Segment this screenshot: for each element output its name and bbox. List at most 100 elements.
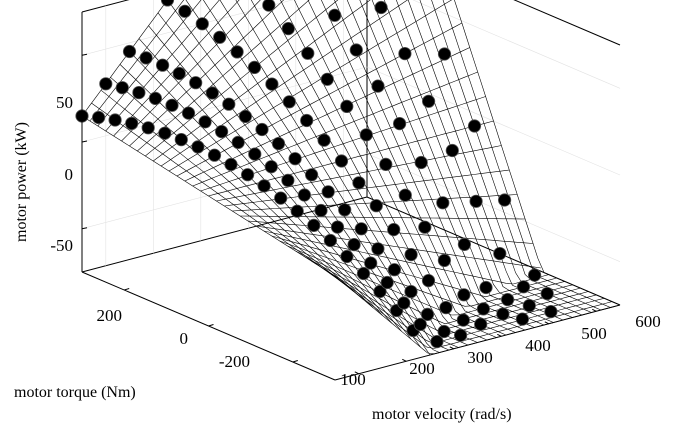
data-point <box>437 47 452 61</box>
data-point <box>165 98 179 112</box>
data-point <box>387 263 401 277</box>
data-point <box>264 160 278 174</box>
data-point <box>420 307 435 321</box>
x-tick <box>592 308 597 312</box>
data-point <box>356 266 371 281</box>
data-point <box>371 79 385 93</box>
data-point <box>108 113 122 127</box>
data-point <box>178 4 192 18</box>
data-point <box>439 300 453 315</box>
data-point <box>340 249 354 264</box>
mesh-line-torque <box>168 0 453 172</box>
data-point <box>224 157 238 172</box>
mesh-line-torque <box>255 225 541 269</box>
data-point <box>515 312 530 326</box>
y-tick-label: -200 <box>219 352 250 371</box>
data-point <box>437 324 451 339</box>
data-point <box>540 286 554 301</box>
data-point <box>457 237 471 251</box>
data-point <box>317 133 331 147</box>
x-tick-label: 500 <box>581 324 607 343</box>
data-point <box>430 334 444 349</box>
x-tick <box>497 333 502 337</box>
data-point <box>418 220 432 234</box>
data-point <box>320 72 334 86</box>
mesh-line-torque <box>121 0 261 142</box>
data-point <box>374 0 388 15</box>
z-tick-label: 0 <box>65 165 74 184</box>
data-point <box>352 176 366 190</box>
data-point <box>421 94 436 108</box>
data-point <box>421 273 436 288</box>
data-point <box>380 275 394 290</box>
data-point <box>497 193 512 207</box>
data-point <box>274 191 288 205</box>
data-point <box>457 288 471 302</box>
x-tick-label: 600 <box>635 312 661 331</box>
data-point <box>330 220 345 234</box>
data-point <box>453 328 468 342</box>
data-point <box>479 280 493 295</box>
gridline <box>366 153 621 262</box>
data-point <box>379 157 393 171</box>
data-point <box>174 133 188 147</box>
data-point <box>527 268 542 282</box>
data-point <box>349 43 363 57</box>
z-tick-label: 50 <box>56 93 73 112</box>
data-point <box>257 179 271 193</box>
mesh-line-torque <box>326 270 613 349</box>
data-point <box>338 203 352 217</box>
data-point <box>398 46 412 61</box>
mesh-line-torque <box>240 215 526 220</box>
x-tick-label: 400 <box>525 336 551 355</box>
data-point <box>474 317 488 331</box>
y-tick-label: 0 <box>180 329 189 348</box>
x-tick-label: 200 <box>409 359 435 378</box>
mesh-line-torque <box>105 0 220 132</box>
data-point <box>392 117 407 131</box>
data-point <box>354 222 368 236</box>
data-point <box>158 126 172 140</box>
x-tick <box>544 321 550 325</box>
data-point <box>191 140 205 154</box>
data-point <box>467 119 482 133</box>
data-point <box>262 0 276 12</box>
data-point <box>132 86 146 100</box>
data-point <box>282 95 296 109</box>
data-point <box>404 284 418 299</box>
data-point <box>369 199 383 213</box>
data-point <box>496 307 510 321</box>
data-point <box>413 317 427 331</box>
data-point <box>290 204 304 218</box>
x-tick-label: 300 <box>467 348 493 367</box>
gridline <box>81 153 368 229</box>
data-point <box>281 22 295 36</box>
data-point <box>398 188 412 202</box>
data-point <box>148 91 162 106</box>
data-point <box>476 302 490 316</box>
data-point <box>156 58 170 72</box>
data-point <box>195 17 209 31</box>
data-point <box>323 233 337 248</box>
data-point <box>297 188 311 202</box>
y-axis-label: motor torque (Nm) <box>14 384 136 401</box>
data-point <box>222 97 236 111</box>
mesh-line-torque <box>279 240 565 307</box>
z-axis-label: motor power (kW) <box>13 122 30 242</box>
data-point <box>248 147 262 161</box>
data-point <box>231 135 245 149</box>
axis-box-back <box>81 0 621 306</box>
data-point <box>92 110 106 125</box>
data-point <box>414 155 428 170</box>
z-tick-label: -50 <box>50 236 73 255</box>
mesh-line-torque <box>192 71 478 187</box>
data-point <box>255 122 269 137</box>
data-point <box>359 128 373 142</box>
mesh-line-torque <box>208 120 494 197</box>
data-point <box>387 223 401 237</box>
data-point <box>230 45 244 59</box>
data-point <box>397 296 411 310</box>
data-point <box>139 51 153 65</box>
data-point <box>544 304 558 319</box>
x-tick-label: 100 <box>340 370 366 389</box>
